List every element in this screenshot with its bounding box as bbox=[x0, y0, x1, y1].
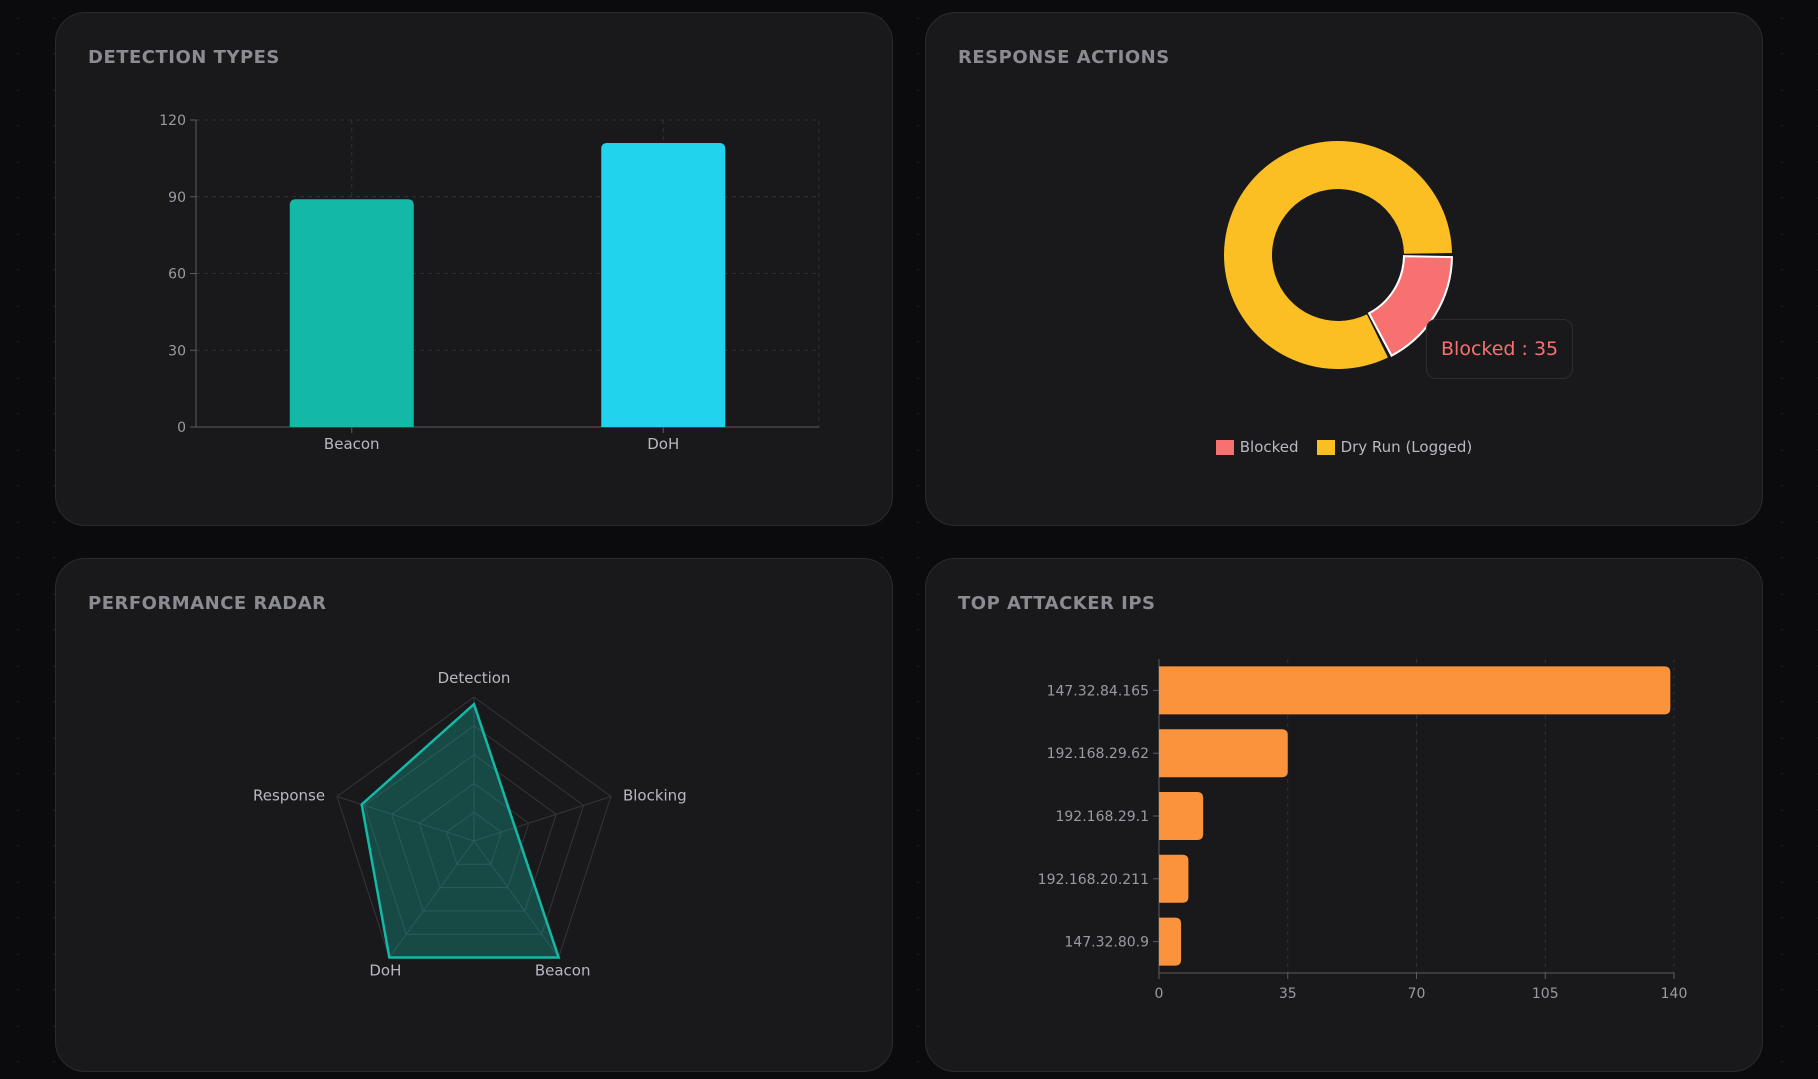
y-tick-label: 192.168.20.211 bbox=[1038, 872, 1149, 888]
top-attacker-ips-chart: 0 35 70 105 140 147.32.84.165 192.168.29.62 192… bbox=[1038, 659, 1688, 1002]
attacker-bar bbox=[1159, 917, 1182, 966]
detection-types-title: DETECTION TYPES bbox=[88, 47, 280, 68]
response-actions-card: RESPONSE ACTIONS Blocked : 35 Blocked Dr… bbox=[925, 12, 1763, 526]
legend-item-dry-run[interactable]: Dry Run (Logged) bbox=[1316, 438, 1473, 456]
y-tick-label: 30 bbox=[168, 343, 186, 359]
radar-spoke bbox=[388, 840, 475, 958]
y-tick-label: 147.32.80.9 bbox=[1064, 935, 1149, 951]
legend-label-dry-run: Dry Run (Logged) bbox=[1340, 438, 1473, 456]
radar-axis-label: Detection bbox=[438, 669, 511, 687]
radar-spoke bbox=[336, 796, 475, 842]
attacker-bar bbox=[1159, 854, 1189, 903]
radar-series-area bbox=[360, 702, 561, 959]
y-tick-label: 0 bbox=[177, 420, 186, 436]
response-actions-title: RESPONSE ACTIONS bbox=[958, 47, 1170, 68]
x-tick-label: 70 bbox=[1408, 986, 1426, 1002]
top-attacker-ips-card: TOP ATTACKER IPS 0 35 70 105 140 147.32.84.16… bbox=[925, 558, 1763, 1072]
chart-tooltip: Blocked : 35 bbox=[1426, 319, 1574, 379]
y-tick-label: 147.32.84.165 bbox=[1047, 683, 1149, 699]
x-tick-label: DoH bbox=[647, 435, 679, 453]
legend-swatch-blocked bbox=[1215, 439, 1234, 455]
radar-grid-ring bbox=[446, 811, 502, 865]
radar-axis-label: DoH bbox=[369, 961, 401, 979]
attacker-bar bbox=[1159, 792, 1204, 840]
y-tick-label: 60 bbox=[168, 267, 186, 283]
y-tick-label: 90 bbox=[168, 190, 186, 206]
top-attacker-ips-title: TOP ATTACKER IPS bbox=[958, 593, 1156, 614]
x-tick-label: Beacon bbox=[324, 435, 380, 453]
performance-radar-card: PERFORMANCE RADAR Detection Blocking Beaco… bbox=[55, 558, 893, 1072]
x-tick-label: 35 bbox=[1279, 986, 1297, 1002]
radar-axis-label: Response bbox=[253, 787, 325, 805]
x-tick-label: 105 bbox=[1532, 986, 1559, 1002]
performance-radar-title: PERFORMANCE RADAR bbox=[88, 593, 327, 614]
bar-beacon bbox=[289, 199, 414, 427]
radar-spoke bbox=[473, 796, 612, 842]
response-actions-legend: Blocked Dry Run (Logged) bbox=[926, 438, 1762, 456]
bar-doh bbox=[601, 143, 726, 427]
y-tick-label: 120 bbox=[159, 113, 186, 129]
x-tick-label: 140 bbox=[1661, 986, 1688, 1002]
donut-slice-blocked bbox=[1367, 255, 1454, 357]
attacker-bar bbox=[1159, 666, 1671, 715]
y-tick-label: 192.168.29.1 bbox=[1055, 809, 1149, 825]
legend-swatch-dry-run bbox=[1316, 439, 1335, 455]
attacker-bar bbox=[1159, 729, 1288, 778]
donut-slice-dry-run bbox=[1224, 141, 1452, 370]
detection-types-card: DETECTION TYPES 0 30 60 90 120 Beacon DoH bbox=[55, 12, 893, 526]
radar-grid-ring bbox=[391, 753, 557, 912]
radar-axis-label: Blocking bbox=[623, 787, 687, 805]
response-actions-chart bbox=[1224, 141, 1454, 370]
performance-radar-chart: Detection Blocking Beacon DoH Response bbox=[253, 669, 687, 979]
legend-label-blocked: Blocked bbox=[1239, 438, 1299, 456]
radar-grid-ring bbox=[418, 782, 530, 889]
x-tick-label: 0 bbox=[1155, 986, 1164, 1002]
radar-grid-ring bbox=[363, 725, 585, 935]
legend-item-blocked[interactable]: Blocked bbox=[1215, 438, 1299, 456]
y-tick-label: 192.168.29.62 bbox=[1047, 746, 1149, 762]
detection-types-chart: 0 30 60 90 120 Beacon DoH bbox=[159, 113, 820, 453]
radar-axis-label: Beacon bbox=[535, 961, 591, 979]
radar-spoke bbox=[473, 840, 560, 958]
